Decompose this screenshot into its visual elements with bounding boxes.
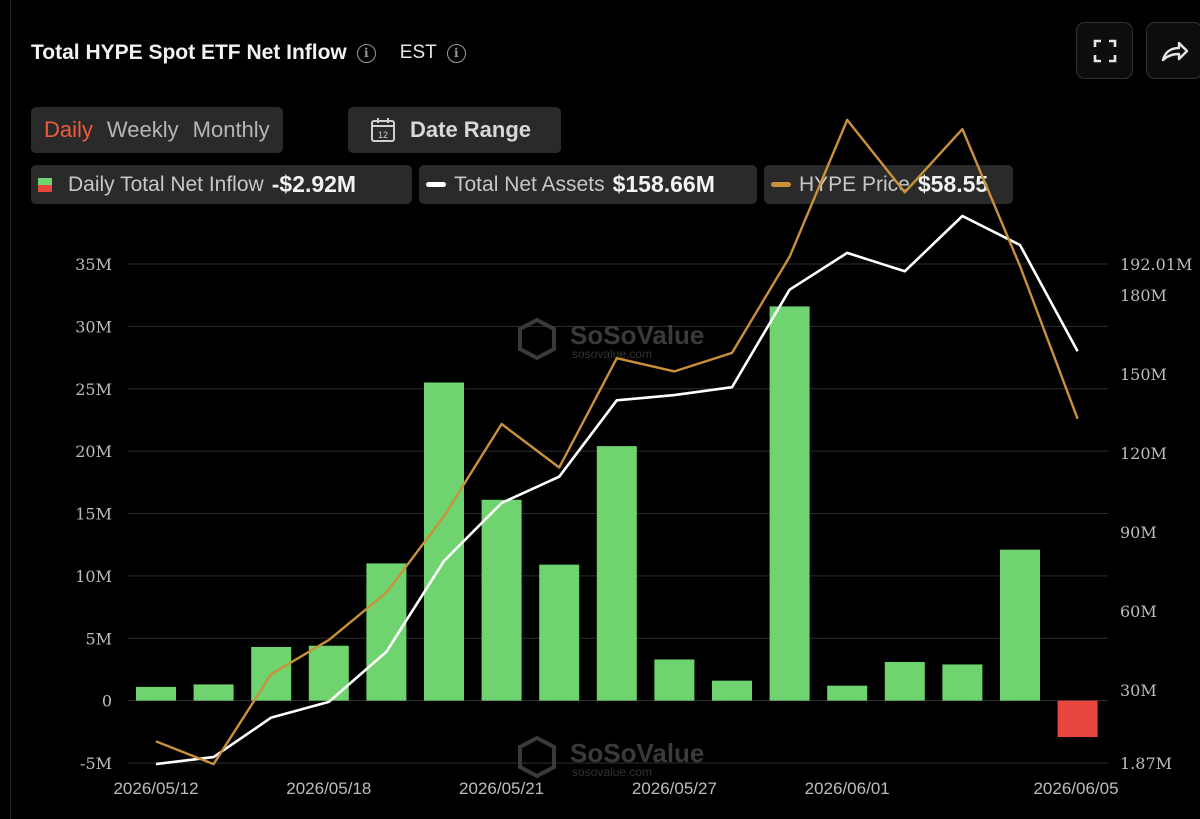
calendar-icon: 12 [371, 118, 395, 142]
tab-daily[interactable]: Daily [44, 117, 93, 142]
right-axis-tick: 30M [1120, 681, 1157, 700]
left-axis-tick: 15M [75, 505, 112, 524]
tab-weekly[interactable]: Weekly [106, 117, 179, 142]
right-axis-tick: 1.87M [1120, 754, 1172, 773]
inflow-bar [827, 685, 868, 701]
legend-label: Total Net Assets [454, 172, 605, 196]
legend-value: $58.55 [917, 171, 989, 197]
watermark-brand: SoSoValue [570, 738, 704, 768]
timezone-info-icon[interactable]: i [446, 43, 466, 63]
inflow-bar [942, 664, 983, 701]
legend-net-inflow[interactable]: Daily Total Net Inflow -$2.92M [31, 165, 412, 204]
line-legend-swatch [426, 181, 446, 187]
right-axis-tick: 150M [1120, 365, 1167, 384]
line-series [155, 118, 1079, 766]
right-axis-tick: 90M [1120, 523, 1157, 542]
bar-legend-swatch [38, 177, 52, 192]
left-axis-tick: 5M [85, 629, 112, 648]
inflow-bar [136, 686, 176, 701]
watermark: SoSoValue sosovalue.com SoSoValue sosova… [518, 317, 704, 779]
inflow-bar [1057, 700, 1098, 738]
watermark-brand: SoSoValue [570, 320, 704, 350]
legend-label: HYPE Price [799, 172, 910, 196]
watermark-logo-icon [518, 317, 556, 361]
x-axis-tick: 2026/05/12 [113, 779, 198, 798]
x-axis-tick: 2026/05/18 [286, 779, 371, 798]
share-button[interactable] [1146, 22, 1200, 79]
period-tabs: Daily Weekly Monthly [31, 107, 283, 153]
inflow-bar [539, 564, 580, 701]
tab-monthly[interactable]: Monthly [192, 117, 270, 142]
x-axis-tick: 2026/06/05 [1033, 779, 1118, 798]
fullscreen-icon [1093, 39, 1116, 62]
page-title: Total HYPE Spot ETF Net Inflow [31, 41, 347, 64]
inflow-bar [712, 680, 752, 701]
inflow-bar [424, 382, 464, 701]
inflow-bar [193, 684, 234, 701]
inflow-bar [596, 446, 637, 701]
left-axis-tick: 25M [75, 380, 112, 399]
legend-value: $158.66M [612, 171, 715, 197]
right-axis-tick: 180M [1120, 286, 1167, 305]
inflow-bar [884, 661, 925, 701]
left-axis-tick: 10M [75, 567, 112, 586]
left-axis-tick: 30M [75, 317, 112, 336]
watermark-sub: sosovalue.com [572, 765, 652, 779]
x-axis-tick: 2026/05/21 [459, 779, 544, 798]
hype-price-line [155, 118, 1079, 766]
inflow-bar [308, 645, 349, 701]
timezone-label: EST [399, 42, 437, 63]
left-axis-tick: -5M [80, 754, 112, 773]
right-axis-tick: 192.01M [1120, 255, 1192, 274]
share-icon [1161, 41, 1188, 61]
date-range-label: Date Range [410, 117, 532, 142]
left-axis-tick: 0 [102, 692, 112, 711]
calendar-day: 12 [378, 130, 388, 140]
legend-net-assets[interactable]: Total Net Assets $158.66M [419, 165, 757, 204]
legend-label: Daily Total Net Inflow [68, 172, 264, 196]
line-legend-swatch [771, 181, 791, 187]
watermark-sub: sosovalue.com [572, 347, 652, 361]
x-axis-tick: 2026/05/27 [632, 779, 717, 798]
left-axis-tick: 20M [75, 442, 112, 461]
inflow-bar [654, 659, 695, 701]
inflow-bar [1000, 549, 1040, 701]
left-axis-tick: 35M [75, 255, 112, 274]
chart-header: Total HYPE Spot ETF Net Inflow i EST i [31, 38, 466, 68]
fullscreen-button[interactable] [1076, 22, 1133, 79]
date-range-button[interactable]: 12 Date Range [348, 107, 561, 153]
right-axis-tick: 120M [1120, 444, 1167, 463]
panel-border [10, 0, 1200, 819]
info-icon[interactable]: i [356, 43, 376, 63]
inflow-bar [769, 306, 810, 701]
x-axis-tick: 2026/06/01 [805, 779, 890, 798]
legend-value: -$2.92M [271, 171, 357, 197]
net-assets-line [155, 214, 1079, 766]
watermark-logo-icon [518, 735, 556, 779]
inflow-bar [481, 499, 522, 701]
bar-series [136, 306, 1098, 738]
axes: 35M 30M 25M 20M 15M 10M 5M 0 -5M 192.01M 180M 150M 1… [75, 255, 1192, 798]
right-axis-tick: 60M [1120, 602, 1157, 621]
